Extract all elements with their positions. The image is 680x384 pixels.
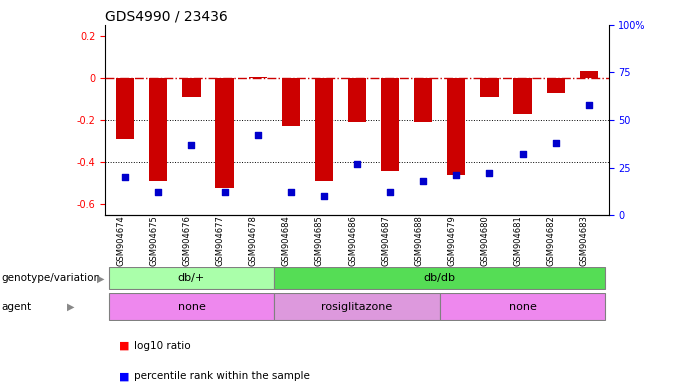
Text: GSM904681: GSM904681: [513, 215, 522, 266]
Point: [550, 140, 561, 146]
Text: GSM904688: GSM904688: [414, 215, 423, 266]
Text: ▶: ▶: [97, 273, 105, 283]
Bar: [414, 78, 432, 122]
Bar: [348, 78, 366, 122]
Point: [484, 170, 495, 176]
Bar: [440, 293, 605, 320]
Text: GSM904675: GSM904675: [150, 215, 158, 266]
Text: none: none: [509, 301, 537, 312]
Bar: [315, 78, 333, 181]
Text: GSM904686: GSM904686: [348, 215, 357, 266]
Bar: [109, 267, 274, 290]
Point: [352, 161, 362, 167]
Bar: [547, 78, 564, 93]
Point: [517, 151, 528, 157]
Point: [219, 189, 230, 195]
Point: [583, 102, 594, 108]
Text: rosiglitazone: rosiglitazone: [322, 301, 392, 312]
Point: [153, 189, 164, 195]
Bar: [116, 78, 135, 139]
Text: log10 ratio: log10 ratio: [134, 341, 190, 351]
Point: [451, 172, 462, 178]
Bar: [274, 293, 440, 320]
Text: GSM904677: GSM904677: [216, 215, 224, 266]
Bar: [282, 78, 300, 126]
Text: percentile rank within the sample: percentile rank within the sample: [134, 371, 310, 381]
Bar: [480, 78, 498, 97]
Point: [418, 178, 428, 184]
Text: none: none: [177, 301, 205, 312]
Bar: [274, 267, 605, 290]
Bar: [513, 78, 532, 114]
Bar: [182, 78, 201, 97]
Text: GSM904687: GSM904687: [381, 215, 390, 266]
Bar: [216, 78, 234, 188]
Bar: [381, 78, 399, 170]
Text: GSM904678: GSM904678: [249, 215, 258, 266]
Text: GSM904674: GSM904674: [116, 215, 125, 266]
Bar: [249, 77, 267, 78]
Text: ▶: ▶: [67, 301, 74, 312]
Text: GSM904684: GSM904684: [282, 215, 291, 266]
Text: db/db: db/db: [424, 273, 456, 283]
Text: agent: agent: [1, 301, 31, 312]
Bar: [447, 78, 465, 175]
Text: GSM904680: GSM904680: [481, 215, 490, 266]
Text: ■: ■: [119, 371, 129, 381]
Text: GSM904685: GSM904685: [315, 215, 324, 266]
Point: [186, 142, 197, 148]
Point: [252, 132, 263, 138]
Text: ■: ■: [119, 341, 129, 351]
Text: GSM904683: GSM904683: [580, 215, 589, 266]
Bar: [579, 71, 598, 78]
Point: [385, 189, 396, 195]
Text: GSM904679: GSM904679: [447, 215, 456, 266]
Text: db/+: db/+: [178, 273, 205, 283]
Point: [286, 189, 296, 195]
Bar: [109, 293, 274, 320]
Text: GSM904682: GSM904682: [547, 215, 556, 266]
Point: [318, 193, 329, 199]
Point: [120, 174, 131, 180]
Bar: [150, 78, 167, 181]
Text: GSM904676: GSM904676: [182, 215, 192, 266]
Text: genotype/variation: genotype/variation: [1, 273, 101, 283]
Text: GDS4990 / 23436: GDS4990 / 23436: [105, 10, 228, 24]
